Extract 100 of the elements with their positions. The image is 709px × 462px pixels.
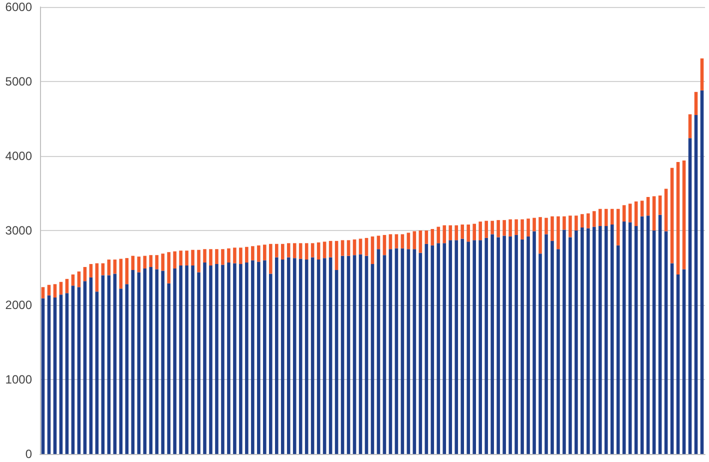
bar (526, 236, 530, 454)
y-tick-label: 3000 (5, 224, 32, 238)
bar (179, 250, 182, 266)
bar (59, 282, 63, 295)
bar (209, 249, 212, 266)
bar (107, 275, 111, 454)
bar (203, 262, 206, 454)
bar (286, 257, 290, 454)
bar (191, 250, 194, 266)
bar (280, 260, 284, 454)
bar (215, 249, 218, 264)
bar (682, 269, 686, 454)
bar (269, 274, 272, 454)
bar (251, 246, 254, 260)
bar (652, 230, 656, 454)
bar (574, 230, 578, 454)
bar (358, 254, 362, 454)
bar (143, 268, 146, 454)
bar (328, 240, 332, 258)
bar (700, 90, 704, 454)
bar (460, 238, 464, 454)
bar (77, 271, 81, 288)
y-tick-label: 0 (25, 447, 32, 461)
bar (364, 256, 368, 454)
bar (322, 242, 326, 258)
bar (412, 231, 416, 250)
bar (448, 225, 452, 240)
bar (478, 240, 482, 454)
bar (538, 217, 542, 254)
bar (245, 262, 248, 454)
bar (682, 160, 686, 270)
bar (556, 249, 560, 454)
y-tick-label: 2000 (5, 298, 32, 312)
bar (580, 228, 584, 454)
bar (610, 208, 614, 225)
bar (550, 216, 554, 241)
bar (688, 114, 692, 138)
bar (280, 244, 284, 260)
bar (89, 264, 93, 278)
bar (245, 246, 248, 263)
bar (334, 240, 338, 270)
bar (274, 244, 278, 258)
bar (59, 294, 63, 454)
y-tick-label: 4000 (5, 149, 32, 163)
bar (107, 260, 111, 276)
bar (472, 240, 476, 454)
bar (466, 242, 470, 454)
bar (436, 243, 440, 454)
bar (257, 262, 260, 454)
bar (322, 258, 326, 454)
bar (532, 218, 536, 232)
bar (65, 293, 69, 454)
bar (173, 268, 176, 454)
bar (484, 238, 488, 454)
bar (406, 232, 410, 250)
bar (472, 224, 476, 240)
bar (257, 245, 260, 262)
bar (298, 258, 302, 454)
bar (83, 267, 87, 282)
bar (532, 231, 536, 454)
bar (400, 234, 404, 248)
bar (191, 266, 194, 454)
bar (197, 272, 200, 454)
bar (47, 295, 51, 454)
bar (89, 277, 93, 454)
bar (574, 216, 578, 230)
bar (388, 249, 392, 454)
bar (292, 243, 296, 258)
bar (520, 239, 524, 454)
bar (233, 248, 236, 264)
bar (538, 254, 542, 454)
bar (376, 249, 380, 454)
bar (95, 292, 99, 454)
bar (598, 208, 602, 226)
bar (490, 234, 494, 454)
bar (592, 226, 596, 454)
bar (442, 243, 446, 454)
bar (508, 236, 512, 454)
bar (418, 230, 422, 253)
bar (658, 195, 662, 215)
bar (83, 281, 87, 454)
bar (71, 286, 75, 454)
bar (700, 58, 704, 90)
bar (167, 283, 170, 454)
bar (71, 274, 75, 286)
bar (400, 248, 404, 454)
bar (209, 266, 212, 454)
bar (119, 288, 123, 454)
bar (514, 219, 518, 235)
bar (598, 226, 602, 454)
bar (424, 230, 428, 244)
bar (53, 284, 57, 298)
bar (131, 256, 135, 270)
bar (119, 258, 123, 289)
bar (352, 255, 356, 454)
bar (496, 220, 500, 238)
bar (239, 264, 242, 454)
bar (646, 196, 650, 216)
bar (382, 234, 386, 256)
y-tick-label: 5000 (5, 74, 32, 88)
